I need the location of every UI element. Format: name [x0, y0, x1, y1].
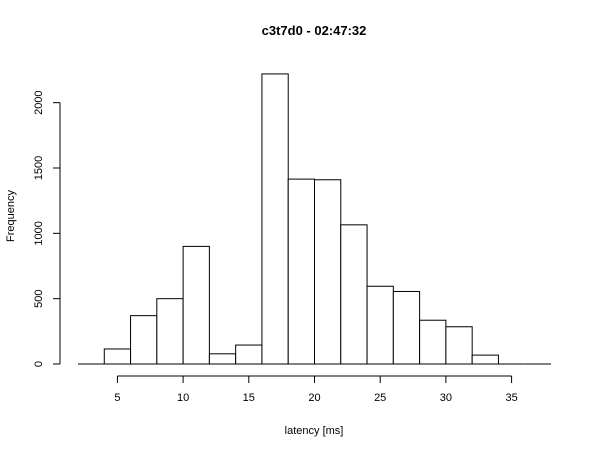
histogram-bar-5 — [208, 353, 237, 365]
x-axis-label: latency [ms] — [285, 425, 344, 437]
histogram-bar-15 — [471, 354, 499, 365]
histogram-bar-1 — [103, 348, 132, 365]
x-tick-label-10: 10 — [177, 392, 189, 404]
y-axis-label: Frequency — [5, 190, 17, 242]
histogram-bar-9 — [314, 179, 342, 365]
x-tick-label-20: 20 — [308, 392, 320, 404]
chart-title: c3t7d0 - 02:47:32 — [262, 23, 367, 38]
histogram-bar-7 — [261, 73, 289, 365]
x-tick-label-15: 15 — [243, 392, 255, 404]
y-tick-label-2000: 2000 — [33, 90, 45, 114]
histogram-bar-10 — [340, 224, 368, 365]
y-tick-label-1500: 1500 — [33, 156, 45, 180]
x-tick-label-35: 35 — [505, 392, 517, 404]
histogram-bar-12 — [392, 290, 421, 365]
y-axis: 0 500 1000 1500 2000 — [33, 90, 61, 367]
histogram-bar-6 — [235, 344, 263, 365]
y-tick-label-500: 500 — [33, 289, 45, 307]
histogram-bar-14 — [445, 326, 473, 365]
histogram-bar-13 — [419, 319, 447, 365]
x-tick-label-5: 5 — [114, 392, 120, 404]
histogram-bar-2 — [130, 315, 158, 365]
x-tick-label-25: 25 — [374, 392, 386, 404]
histogram-bar-11 — [366, 285, 394, 365]
histogram-bar-3 — [156, 298, 184, 365]
histogram-bar-4 — [182, 245, 210, 365]
y-tick-label-1000: 1000 — [33, 221, 45, 245]
histogram-bars — [78, 73, 551, 365]
histogram-bar-8 — [287, 178, 316, 365]
x-axis: 5 10 15 20 25 30 35 — [114, 375, 518, 404]
x-tick-label-30: 30 — [440, 392, 452, 404]
y-tick-label-0: 0 — [33, 361, 45, 367]
